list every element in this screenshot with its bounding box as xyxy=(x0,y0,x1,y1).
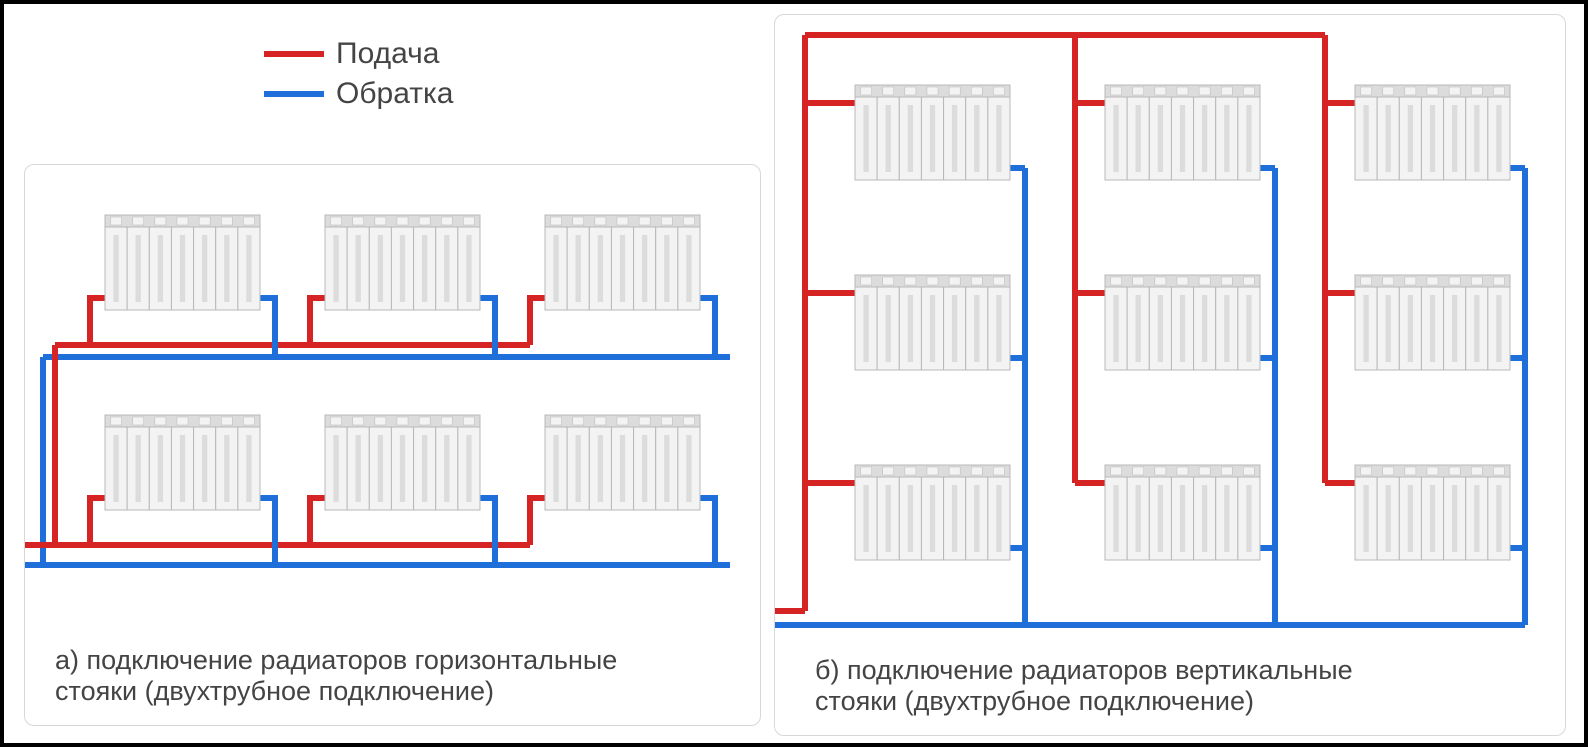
radiator xyxy=(1105,275,1260,370)
radiator xyxy=(105,215,260,310)
radiator xyxy=(1105,465,1260,560)
panel-a: а) подключение радиаторов горизонтальные… xyxy=(24,164,761,726)
panel-a-caption: а) подключение радиаторов горизонтальные… xyxy=(55,645,617,707)
legend-row-return: Обратка xyxy=(264,74,453,114)
panel-b-svg xyxy=(775,15,1565,655)
radiator xyxy=(325,415,480,510)
legend-swatch-return xyxy=(264,91,324,97)
panel-b: б) подключение радиаторов вертикальныест… xyxy=(774,14,1566,736)
radiator xyxy=(105,415,260,510)
legend-label-return: Обратка xyxy=(336,77,453,111)
legend-row-supply: Подача xyxy=(264,34,453,74)
panel-a-svg xyxy=(25,165,760,645)
radiator xyxy=(1355,465,1510,560)
radiator xyxy=(545,215,700,310)
radiator xyxy=(545,415,700,510)
legend-label-supply: Подача xyxy=(336,37,439,71)
diagram-frame: Подача Обратка а) подключение радиаторов… xyxy=(0,0,1588,747)
radiator xyxy=(855,275,1010,370)
radiator xyxy=(1355,275,1510,370)
radiator xyxy=(855,465,1010,560)
panel-b-caption: б) подключение радиаторов вертикальныест… xyxy=(815,655,1353,717)
legend: Подача Обратка xyxy=(264,34,453,114)
radiator xyxy=(855,85,1010,180)
legend-swatch-supply xyxy=(264,51,324,57)
radiator xyxy=(325,215,480,310)
radiator xyxy=(1355,85,1510,180)
radiator xyxy=(1105,85,1260,180)
